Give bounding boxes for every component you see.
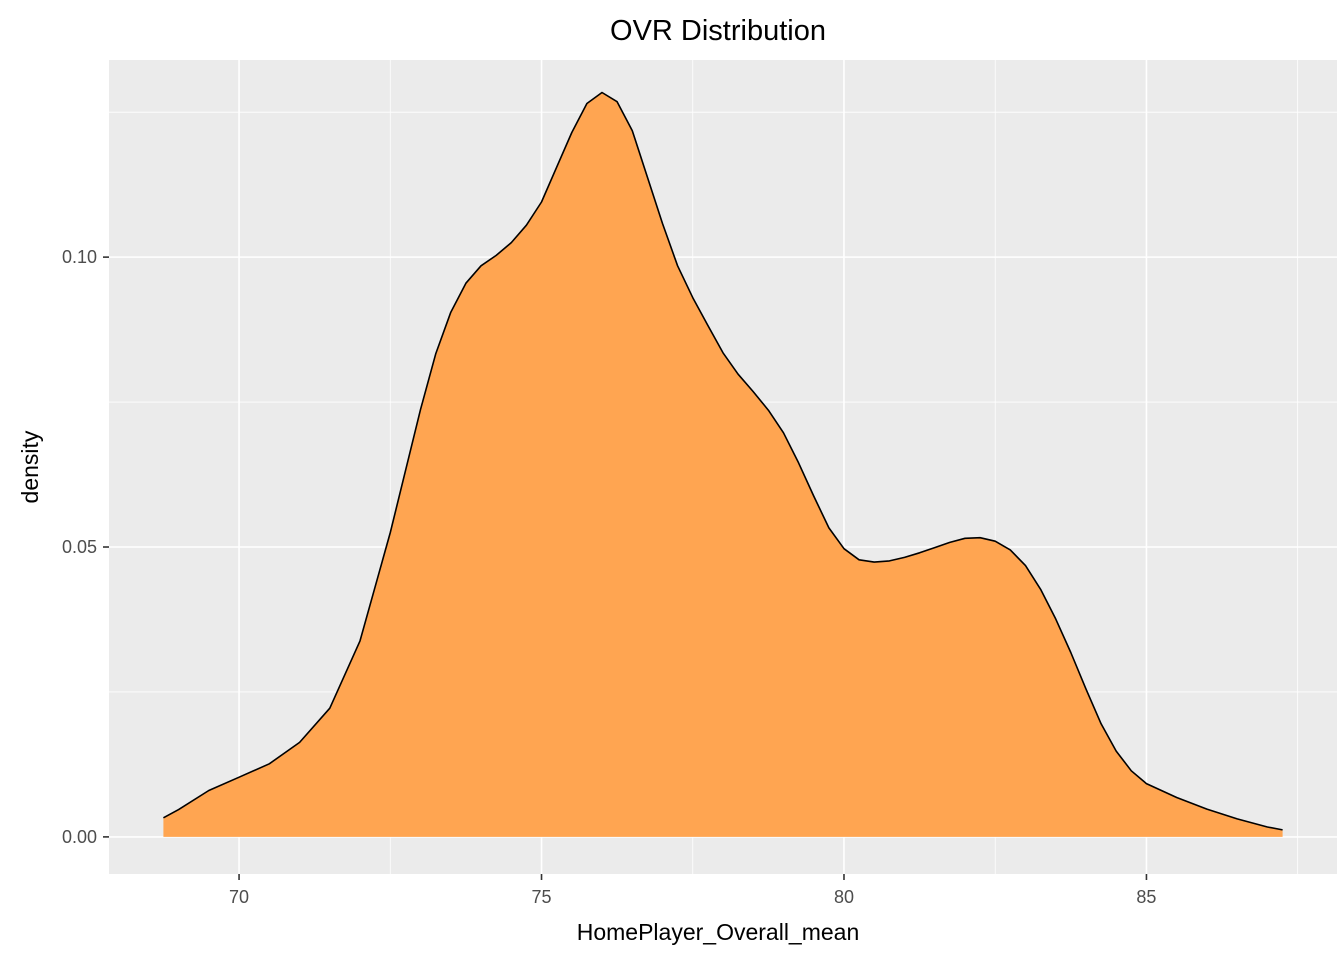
chart-title: OVR Distribution (610, 15, 826, 47)
density-area-layer (163, 91, 1283, 837)
x-tick-label: 80 (834, 887, 854, 907)
x-tick-label: 75 (532, 887, 552, 907)
y-tick-label: 0.00 (62, 827, 97, 847)
y-axis-title: density (17, 430, 43, 503)
y-tick-label: 0.05 (62, 537, 97, 557)
x-axis-title: HomePlayer_Overall_mean (577, 919, 860, 945)
x-tick-label: 70 (229, 887, 249, 907)
density-area-fill (163, 92, 1283, 837)
density-curve-line (163, 91, 1283, 831)
x-tick-label: 85 (1136, 887, 1156, 907)
y-tick-label: 0.10 (62, 247, 97, 267)
axes: 70 75 80 85 0.00 0.05 0.10 (62, 247, 1157, 907)
